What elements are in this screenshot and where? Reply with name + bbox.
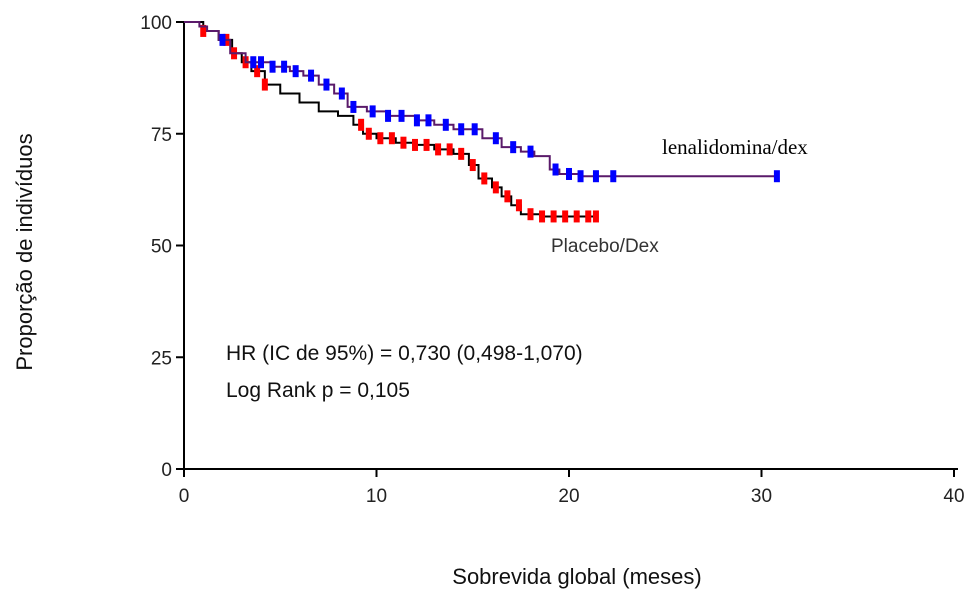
series-label-placebo: Placebo/Dex [551,236,659,257]
censor-mark [442,118,449,131]
x-tick-label: 0 [179,486,190,507]
censor-mark [269,60,276,73]
censor-mark [425,114,432,127]
series-0 [184,21,780,183]
censor-mark [254,65,261,78]
censor-mark [562,210,569,223]
censor-mark [250,56,257,69]
censor-mark [577,170,584,183]
censor-mark [338,87,345,100]
censor-mark [219,33,226,46]
censor-mark [358,118,365,131]
x-tick-label: 20 [558,486,579,507]
censor-mark [515,199,522,212]
censor-mark [423,138,430,151]
censor-mark [323,78,330,91]
censor-mark [281,60,288,73]
censor-mark [413,114,420,127]
censor-mark [610,170,617,183]
y-tick-label: 75 [151,125,172,146]
y-tick-label: 50 [151,237,172,258]
censor-mark [592,170,599,183]
x-axis-title: Sobrevida global (meses) [452,564,701,589]
x-tick-label: 40 [943,486,964,507]
hr-annotation: HR (IC de 95%) = 0,730 (0,498-1,070) [226,342,583,365]
censor-mark [527,145,534,158]
censor-mark [592,210,599,223]
censor-mark [200,24,207,37]
x-tick-label: 30 [751,486,772,507]
censor-mark [471,123,478,136]
censor-mark [258,56,264,69]
censor-mark [261,78,268,91]
censor-mark [773,170,780,183]
censor-mark [510,141,517,154]
x-tick-label: 10 [366,486,387,507]
censor-mark [385,109,392,122]
censor-mark [527,208,534,221]
censor-mark [552,163,559,176]
series-1 [184,21,599,223]
censor-mark [400,136,407,149]
censor-mark [398,109,405,122]
censor-mark [377,132,384,145]
censor-mark [492,132,499,145]
censor-mark [481,172,488,185]
y-tick-label: 25 [151,348,172,369]
censor-mark [388,132,395,145]
ticks: 0 10 20 30 40 0 25 50 75 100 [140,13,964,507]
censor-mark [539,210,546,223]
censor-mark [446,143,453,156]
censor-mark [350,100,357,113]
logrank-annotation: Log Rank p = 0,105 [226,379,410,402]
censor-mark [585,210,592,223]
y-tick-label: 0 [161,460,172,481]
censor-mark [365,127,372,140]
censor-mark [469,159,476,172]
censor-mark [435,143,442,156]
series-label-lenalidomina: lenalidomina/dex [662,135,808,159]
censor-mark [412,138,418,151]
y-tick-label: 100 [140,13,172,34]
censor-mark [492,181,499,194]
censor-mark [566,167,572,180]
censor-mark [458,147,465,160]
censor-mark [458,123,465,136]
series-layer [184,21,780,223]
censor-mark [308,69,315,82]
censor-mark [292,65,299,78]
censor-mark [504,190,511,203]
censor-mark [573,210,580,223]
series-line [184,21,777,178]
y-axis-title: Proporção de indivíduos [12,133,37,370]
censor-mark [550,210,557,223]
censor-mark [369,105,376,118]
